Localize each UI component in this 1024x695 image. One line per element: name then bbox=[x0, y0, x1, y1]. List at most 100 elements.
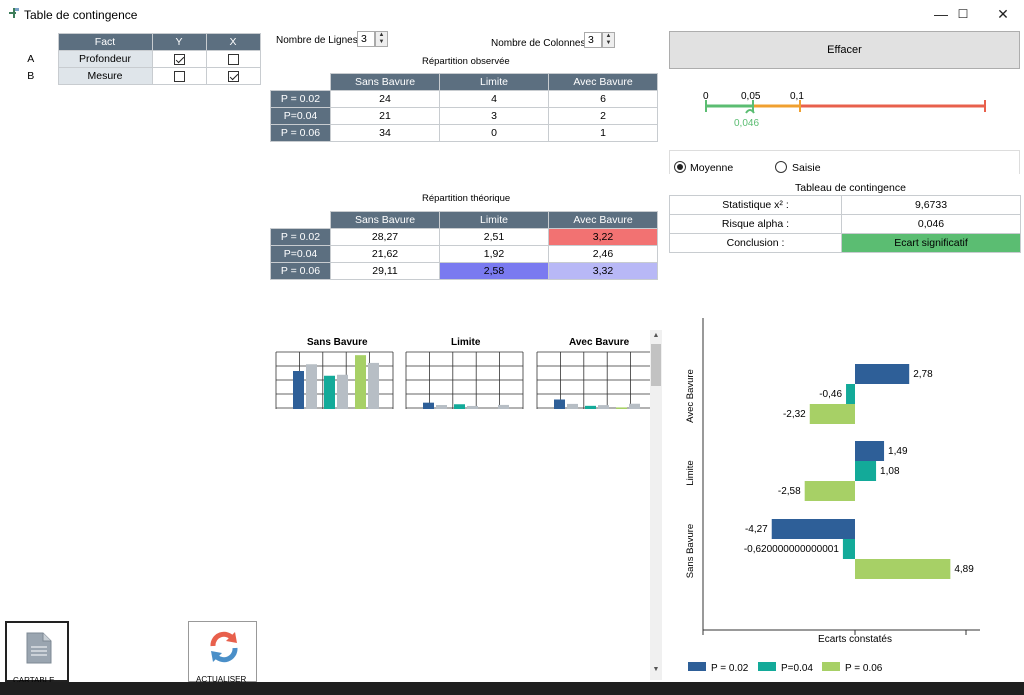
theoretical-col-header: Limite bbox=[439, 211, 549, 229]
mini-bar bbox=[554, 399, 565, 409]
maximize-button[interactable]: ☐ bbox=[957, 7, 969, 21]
factor-table: Fact Y X A Profondeur B Mesure bbox=[4, 33, 261, 85]
stats-conclusion: Ecart significatif bbox=[841, 233, 1021, 253]
factor-id: B bbox=[27, 70, 35, 82]
observed-col-header: Avec Bavure bbox=[548, 73, 658, 91]
observed-cell[interactable]: 6 bbox=[548, 90, 658, 108]
theoretical-row-header: P=0.04 bbox=[270, 245, 331, 263]
observed-cell[interactable]: 2 bbox=[548, 107, 658, 125]
observed-cell[interactable]: 0 bbox=[439, 124, 549, 142]
observed-cell[interactable]: 34 bbox=[330, 124, 440, 142]
bar bbox=[855, 559, 951, 579]
bar bbox=[771, 519, 855, 539]
theoretical-cell: 28,27 bbox=[330, 228, 440, 246]
factor-row: A Profondeur bbox=[4, 50, 261, 68]
mini-bar bbox=[585, 405, 596, 409]
actualiser-button[interactable]: ACTUALISER bbox=[188, 621, 257, 684]
minimize-button[interactable]: — bbox=[934, 6, 948, 22]
actualiser-label: ACTUALISER bbox=[196, 675, 247, 684]
mini-bar bbox=[423, 402, 434, 409]
theoretical-cell-warning: 2,58 bbox=[439, 262, 549, 280]
data-label: 4,89 bbox=[954, 564, 974, 575]
scroll-down-icon[interactable]: ▼ bbox=[652, 666, 660, 673]
factor-x-cell[interactable] bbox=[205, 67, 261, 85]
observed-row-header: P=0.04 bbox=[270, 107, 331, 125]
table-row: Conclusion : Ecart significatif bbox=[669, 233, 1021, 253]
saisie-radio[interactable] bbox=[775, 161, 787, 173]
app-icon bbox=[9, 8, 19, 18]
mini-bar bbox=[337, 374, 348, 409]
mode-group bbox=[669, 150, 1020, 174]
mini-bar bbox=[598, 405, 609, 409]
checkbox-unchecked[interactable] bbox=[227, 53, 239, 65]
table-row: Risque alpha : 0,046 bbox=[669, 214, 1021, 234]
alpha-scale bbox=[705, 100, 986, 114]
data-label: -0,46 bbox=[819, 389, 842, 400]
moyenne-label[interactable]: Moyenne bbox=[690, 162, 734, 174]
mini-bar bbox=[324, 375, 335, 409]
factor-id: A bbox=[27, 53, 35, 65]
observed-table: Sans Bavure Limite Avec Bavure P = 0.02 … bbox=[270, 73, 658, 142]
theoretical-cell-warning: 3,32 bbox=[548, 262, 658, 280]
scroll-up-icon[interactable]: ▲ bbox=[652, 332, 660, 339]
factor-header-blank bbox=[4, 34, 58, 51]
legend-label: P = 0.06 bbox=[845, 663, 883, 674]
x-axis-label: Ecarts constatés bbox=[818, 634, 892, 645]
data-label: -2,32 bbox=[783, 409, 806, 420]
observed-cell[interactable]: 24 bbox=[330, 90, 440, 108]
mini-bar bbox=[567, 403, 578, 409]
table-row: P = 0.02 24 4 6 bbox=[270, 90, 658, 108]
category-label: Avec Bavure bbox=[685, 369, 696, 423]
lignes-input[interactable]: 3 bbox=[357, 31, 375, 47]
theoretical-title: Répartition théorique bbox=[422, 193, 511, 204]
scale-label-01: 0,1 bbox=[790, 91, 804, 102]
mini-charts bbox=[275, 351, 655, 409]
observed-corner bbox=[271, 74, 331, 91]
data-label: -4,27 bbox=[745, 524, 768, 535]
factor-row: B Mesure bbox=[4, 67, 261, 85]
legend-swatch bbox=[688, 662, 706, 671]
observed-cell[interactable]: 4 bbox=[439, 90, 549, 108]
close-button[interactable]: ✕ bbox=[997, 6, 1009, 22]
effacer-button[interactable]: Effacer bbox=[669, 31, 1020, 69]
bar bbox=[842, 539, 855, 559]
colonnes-input[interactable]: 3 bbox=[584, 32, 602, 48]
colonnes-stepper[interactable]: ▲ ▼ bbox=[602, 32, 615, 48]
legend-label: P=0.04 bbox=[781, 663, 813, 674]
observed-cell[interactable]: 21 bbox=[330, 107, 440, 125]
moyenne-radio[interactable] bbox=[674, 161, 686, 173]
observed-row-header: P = 0.02 bbox=[270, 90, 331, 108]
stats-value: 9,6733 bbox=[841, 195, 1021, 215]
lignes-stepper[interactable]: ▲ ▼ bbox=[375, 31, 388, 47]
saisie-label[interactable]: Saisie bbox=[792, 162, 821, 174]
table-row: P = 0.06 29,11 2,58 3,32 bbox=[270, 262, 658, 280]
checkbox-checked[interactable] bbox=[173, 53, 185, 65]
checkbox-unchecked[interactable] bbox=[173, 70, 185, 82]
legend-swatch bbox=[758, 662, 776, 671]
theoretical-corner bbox=[271, 212, 331, 229]
vertical-scrollbar[interactable]: ▲ ▼ bbox=[650, 330, 662, 680]
factor-y-cell[interactable] bbox=[151, 50, 207, 68]
scroll-thumb[interactable] bbox=[651, 344, 661, 386]
legend-label: P = 0.02 bbox=[711, 663, 749, 674]
theoretical-table: Sans Bavure Limite Avec Bavure P = 0.02 … bbox=[270, 211, 658, 280]
factor-x-cell[interactable] bbox=[205, 50, 261, 68]
mini-chart-title: Avec Bavure bbox=[569, 337, 630, 348]
cartable-button[interactable]: CARTABLE bbox=[5, 621, 69, 685]
observed-cell[interactable]: 1 bbox=[548, 124, 658, 142]
stats-key: Conclusion : bbox=[669, 233, 842, 253]
factor-y-cell[interactable] bbox=[151, 67, 207, 85]
theoretical-col-header: Sans Bavure bbox=[330, 211, 440, 229]
lignes-label: Nombre de Lignes bbox=[276, 35, 358, 46]
data-label: 1,49 bbox=[888, 446, 908, 457]
colonnes-label: Nombre de Colonnes bbox=[491, 38, 586, 49]
checkbox-checked[interactable] bbox=[227, 70, 239, 82]
stats-key: Risque alpha : bbox=[669, 214, 842, 234]
factor-header-fact: Fact bbox=[57, 33, 153, 51]
bar bbox=[809, 404, 855, 424]
theoretical-cell: 2,51 bbox=[439, 228, 549, 246]
title-bar: Table de contingence — ☐ ✕ bbox=[0, 0, 1024, 28]
theoretical-col-header: Avec Bavure bbox=[548, 211, 658, 229]
cartable-label: CARTABLE bbox=[13, 676, 55, 685]
observed-cell[interactable]: 3 bbox=[439, 107, 549, 125]
